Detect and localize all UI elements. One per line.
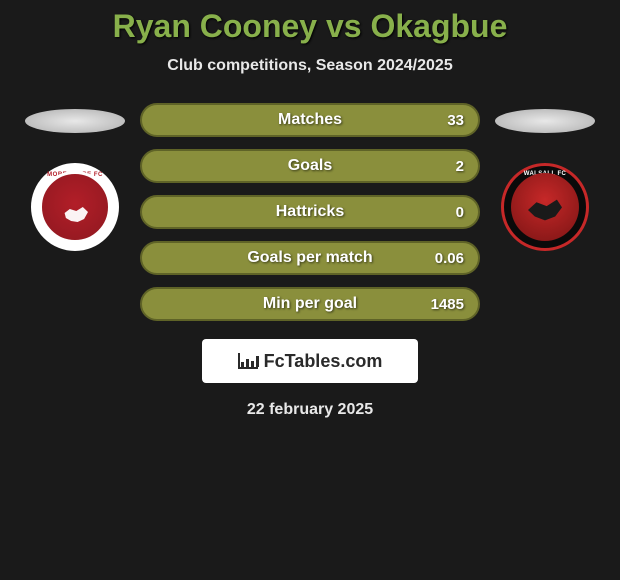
stat-row-matches: Matches 33 — [140, 103, 480, 137]
stat-label: Matches — [278, 111, 342, 129]
stat-value: 1485 — [431, 296, 464, 313]
stat-row-min-per-goal: Min per goal 1485 — [140, 287, 480, 321]
stat-value: 0.06 — [435, 250, 464, 267]
page-title: Ryan Cooney vs Okagbue — [0, 8, 620, 45]
right-player-column: WALSALL FC — [490, 103, 600, 251]
season-subtitle: Club competitions, Season 2024/2025 — [0, 57, 620, 75]
stat-value: 33 — [447, 112, 464, 129]
club-crest-right: WALSALL FC — [501, 163, 589, 251]
stat-value: 0 — [456, 204, 464, 221]
chart-icon-bars — [241, 356, 259, 367]
left-player-column: MORECAMBE FC — [20, 103, 130, 251]
player-photo-placeholder-right — [495, 109, 595, 133]
stat-row-goals: Goals 2 — [140, 149, 480, 183]
brand-link[interactable]: FcTables.com — [202, 339, 418, 383]
brand-text: FcTables.com — [264, 351, 383, 372]
crest-inner — [511, 173, 579, 241]
comparison-card: Ryan Cooney vs Okagbue Club competitions… — [0, 0, 620, 419]
stat-row-hattricks: Hattricks 0 — [140, 195, 480, 229]
stats-bars: Matches 33 Goals 2 Hattricks 0 Goals per… — [140, 103, 480, 321]
crest-inner — [39, 171, 111, 243]
comparison-body: MORECAMBE FC Matches 33 Goals 2 Hattrick… — [0, 103, 620, 321]
stat-label: Hattricks — [276, 203, 344, 221]
stat-label: Min per goal — [263, 295, 357, 313]
club-crest-left: MORECAMBE FC — [31, 163, 119, 251]
stat-row-goals-per-match: Goals per match 0.06 — [140, 241, 480, 275]
snapshot-date: 22 february 2025 — [0, 401, 620, 419]
stat-label: Goals — [288, 157, 332, 175]
chart-icon — [238, 353, 258, 369]
player-photo-placeholder-left — [25, 109, 125, 133]
stat-label: Goals per match — [247, 249, 372, 267]
stat-value: 2 — [456, 158, 464, 175]
